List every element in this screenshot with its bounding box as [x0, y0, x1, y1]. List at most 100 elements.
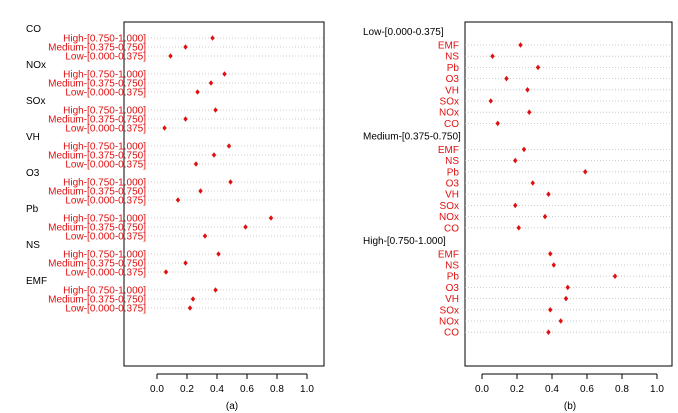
- row-label: Pb: [447, 63, 460, 74]
- row-label: High-[0.750-1.000]: [63, 214, 146, 225]
- data-point: [504, 75, 509, 82]
- row-label: O3: [446, 179, 460, 190]
- data-point: [490, 53, 495, 59]
- row-label: Medium-[0.375-0.750]: [48, 115, 146, 126]
- row-label: High-[0.750-1.000]: [63, 34, 146, 45]
- row-label: High-[0.750-1.000]: [63, 142, 146, 153]
- row-label: Low-[0.000-0.375]: [65, 88, 146, 99]
- data-point: [516, 225, 521, 231]
- data-point: [202, 233, 208, 239]
- group-label: Medium-[0.375-0.750]: [363, 131, 461, 142]
- row-label: O3: [446, 283, 460, 294]
- row-label: CO: [444, 223, 459, 234]
- data-point: [548, 307, 553, 313]
- x-tick-label: 0.0: [475, 384, 489, 395]
- group-label: Low-[0.000-0.375]: [363, 27, 444, 38]
- data-point: [268, 215, 274, 221]
- group-label: Pb: [26, 204, 39, 215]
- data-point: [521, 146, 527, 153]
- data-point: [183, 44, 188, 50]
- row-label: Low-[0.000-0.375]: [65, 124, 146, 135]
- row-label: VH: [445, 85, 459, 96]
- data-point: [213, 107, 218, 113]
- plot-frame-a: [123, 21, 325, 367]
- group-label: O3: [26, 168, 40, 179]
- row-label: NOx: [439, 108, 459, 119]
- data-point: [208, 80, 214, 86]
- data-point: [163, 269, 169, 275]
- x-tick-label: 0.2: [180, 384, 194, 395]
- row-label: SOx: [440, 201, 459, 212]
- x-tick-label: 0.0: [150, 384, 164, 395]
- data-point: [535, 64, 541, 71]
- data-point: [583, 169, 588, 175]
- x-tick-label: 0.4: [210, 384, 224, 395]
- data-point: [546, 191, 551, 197]
- data-point: [213, 287, 218, 293]
- data-point: [193, 161, 199, 167]
- data-point: [243, 224, 248, 230]
- row-label: NOx: [439, 317, 459, 328]
- plot-frame-b: [464, 21, 673, 367]
- data-point: [565, 284, 570, 291]
- row-label: Medium-[0.375-0.750]: [48, 79, 146, 90]
- row-label: Pb: [447, 272, 460, 283]
- x-tick-label: 0.8: [270, 384, 284, 395]
- panel-caption: (a): [226, 401, 238, 412]
- dot-chart-panel-b: Low-[0.000-0.375]EMFNSPbO3VHSOxNOxCOMedi…: [363, 21, 673, 412]
- row-label: Low-[0.000-0.375]: [65, 52, 146, 63]
- data-point: [187, 305, 193, 311]
- row-label: Low-[0.000-0.375]: [65, 268, 146, 279]
- row-label: O3: [446, 74, 460, 85]
- row-label: EMF: [438, 41, 459, 52]
- row-label: High-[0.750-1.000]: [63, 70, 146, 81]
- group-label: NOx: [26, 60, 46, 71]
- data-point: [612, 273, 618, 279]
- row-label: NS: [445, 156, 459, 167]
- panel-caption: (b): [564, 401, 576, 412]
- data-point: [495, 120, 500, 127]
- group-label: SOx: [26, 96, 45, 107]
- x-tick-label: 1.0: [650, 384, 664, 395]
- row-label: SOx: [440, 97, 459, 108]
- group-label: VH: [26, 132, 40, 143]
- data-point: [183, 260, 188, 266]
- group-label: NS: [26, 240, 40, 251]
- row-label: Low-[0.000-0.375]: [65, 304, 146, 315]
- data-point: [228, 179, 233, 185]
- data-point: [551, 262, 556, 268]
- row-label: High-[0.750-1.000]: [63, 106, 146, 117]
- data-point: [527, 109, 532, 115]
- row-label: Pb: [447, 167, 460, 178]
- row-label: CO: [444, 119, 459, 130]
- x-tick-label: 0.6: [240, 384, 254, 395]
- x-tick-label: 0.2: [510, 384, 524, 395]
- data-point: [211, 152, 217, 158]
- row-label: Low-[0.000-0.375]: [65, 196, 146, 207]
- group-label: EMF: [26, 276, 47, 287]
- group-label: High-[0.750-1.000]: [363, 236, 446, 247]
- data-point: [222, 71, 227, 77]
- data-point: [513, 157, 518, 164]
- row-label: VH: [445, 190, 459, 201]
- data-point: [563, 295, 569, 302]
- row-label: NS: [445, 261, 459, 272]
- row-label: NS: [445, 52, 459, 63]
- row-label: Medium-[0.375-0.750]: [48, 43, 146, 54]
- row-label: High-[0.750-1.000]: [63, 286, 146, 297]
- row-label: High-[0.750-1.000]: [63, 250, 146, 261]
- row-label: Low-[0.000-0.375]: [65, 160, 146, 171]
- row-label: SOx: [440, 305, 459, 316]
- data-point: [518, 42, 523, 48]
- data-point: [542, 213, 548, 220]
- row-label: Low-[0.000-0.375]: [65, 232, 146, 243]
- row-label: EMF: [438, 249, 459, 260]
- data-point: [525, 87, 530, 93]
- data-point: [216, 251, 221, 257]
- row-label: Medium-[0.375-0.750]: [48, 259, 146, 270]
- row-label: EMF: [438, 145, 459, 156]
- data-point: [226, 143, 232, 149]
- x-tick-label: 0.8: [615, 384, 629, 395]
- data-point: [198, 188, 203, 194]
